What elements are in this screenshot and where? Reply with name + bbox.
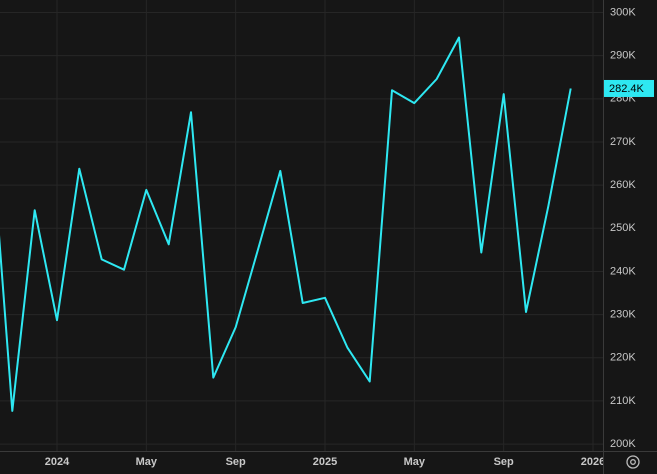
data-line [0,36,572,412]
y-tick-label: 270K [610,136,636,148]
last-value-label: 282.4K [609,83,645,95]
x-tick-label: 2025 [313,456,337,468]
y-tick-label: 210K [610,395,636,407]
last-value-box [604,79,654,97]
x-tick-label: 2026 [581,456,605,468]
y-tick-label: 250K [610,222,636,234]
x-axis: 2024 May Sep 2025 May Sep 2026 [45,456,605,468]
y-tick-label: 260K [610,179,636,191]
y-tick-label: 200K [610,438,636,450]
y-tick-label: 240K [610,265,636,277]
plot-area [0,36,572,412]
settings-icon[interactable] [626,455,640,469]
grid [0,0,603,451]
x-tick-label: 2024 [45,456,70,468]
y-tick-label: 290K [610,50,636,62]
y-tick-label: 220K [610,352,636,364]
y-tick-label: 230K [610,309,636,321]
x-tick-label: Sep [226,456,246,468]
y-tick-label: 300K [610,6,636,18]
x-tick-label: May [404,456,426,468]
x-tick-label: May [136,456,158,468]
x-tick-label: Sep [494,456,514,468]
